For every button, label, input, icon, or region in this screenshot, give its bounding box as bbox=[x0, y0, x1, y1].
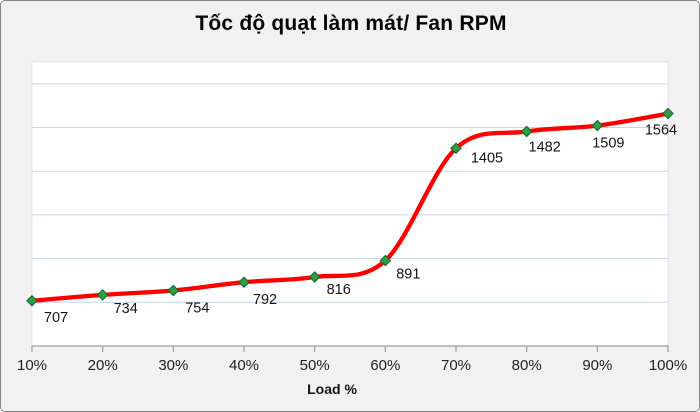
data-point-label: 707 bbox=[44, 310, 68, 326]
data-point-marker bbox=[520, 125, 533, 138]
x-tick-label: 40% bbox=[229, 357, 259, 374]
x-tick-label: 80% bbox=[512, 357, 542, 374]
data-point-marker bbox=[96, 289, 109, 301]
data-point-marker bbox=[308, 271, 321, 283]
data-point-label: 1405 bbox=[471, 150, 503, 166]
data-point-marker bbox=[26, 294, 38, 307]
data-point-label: 792 bbox=[253, 292, 277, 308]
data-point-marker bbox=[167, 284, 180, 297]
x-tick-label: 100% bbox=[649, 357, 687, 374]
x-tick-label: 30% bbox=[158, 357, 188, 374]
x-tick-label: 70% bbox=[441, 357, 471, 374]
x-axis-title: Load % bbox=[307, 381, 357, 397]
data-point-label: 1564 bbox=[645, 123, 677, 139]
chart-title: Tốc độ quạt làm mát/ Fan RPM bbox=[195, 12, 507, 35]
plot-area bbox=[31, 61, 669, 347]
x-tick-label: 60% bbox=[370, 357, 400, 374]
x-tick-label: 50% bbox=[300, 357, 330, 374]
series-line bbox=[29, 111, 671, 303]
data-point-label: 734 bbox=[114, 301, 138, 317]
data-point-label: 1509 bbox=[592, 136, 624, 152]
data-point-label: 1482 bbox=[529, 139, 561, 155]
data-point-marker bbox=[450, 142, 462, 155]
x-tick-label: 20% bbox=[88, 357, 118, 374]
x-tick-label: 10% bbox=[17, 357, 47, 374]
data-point-marker bbox=[662, 107, 674, 120]
data-point-label: 891 bbox=[396, 267, 420, 283]
data-point-label: 816 bbox=[327, 282, 351, 298]
x-tick-label: 90% bbox=[582, 357, 612, 374]
data-point-marker bbox=[591, 119, 604, 132]
data-point-marker bbox=[238, 276, 250, 289]
data-point-marker bbox=[379, 254, 392, 267]
data-point-label: 754 bbox=[185, 301, 209, 317]
